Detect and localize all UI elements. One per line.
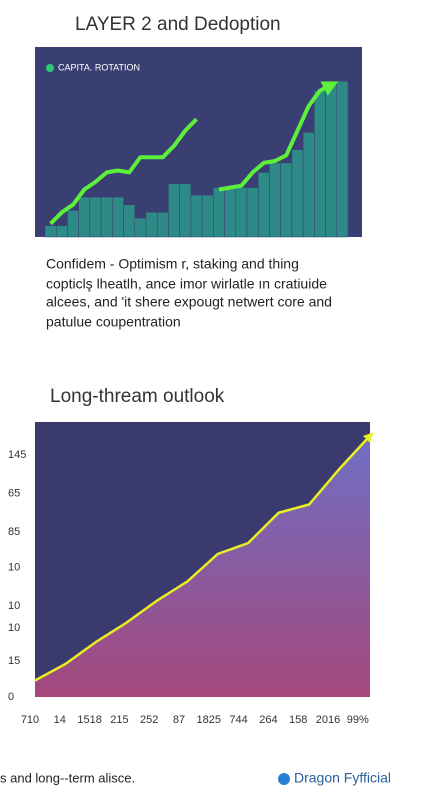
area (35, 435, 370, 697)
paragraph-line: Confidem - Optimism r, staking and thing (46, 256, 299, 272)
y-tick-label: 145 (8, 449, 26, 461)
x-tick-label: 215 (110, 714, 128, 726)
bar (235, 187, 248, 238)
x-tick-label: 252 (140, 714, 158, 726)
bar (168, 183, 180, 238)
y-tick-label: 65 (8, 487, 20, 499)
bar (201, 194, 214, 238)
x-tick-label: 99% (347, 714, 369, 726)
paragraph-line: patulue coupentration (46, 314, 181, 330)
bar (78, 196, 91, 238)
footer-text: s and long--term alisce. (0, 770, 135, 785)
bar (156, 212, 169, 238)
bar (190, 194, 203, 238)
y-tick-label: 10 (8, 562, 20, 574)
bar (291, 149, 304, 238)
legend-label: CAPITA. ROTATION (58, 62, 140, 72)
y-tick-label: 10 (8, 600, 20, 612)
bar (269, 162, 281, 238)
bar (314, 90, 326, 238)
bar (325, 80, 338, 238)
bar (123, 204, 136, 238)
y-tick-label: 15 (8, 655, 20, 667)
bar (112, 196, 124, 238)
paragraph-line: copticlş lheatlh, ance imor wirlatle ın … (46, 276, 327, 292)
bar (213, 187, 225, 238)
x-tick-label: 158 (289, 714, 307, 726)
chart-title: Long-thream outlook (50, 386, 225, 407)
x-tick-label: 87 (173, 714, 185, 726)
bar (336, 80, 349, 238)
bar (246, 187, 259, 238)
x-tick-label: 2016 (316, 714, 340, 726)
bar (55, 225, 68, 238)
bar (302, 132, 315, 238)
legend-swatch (46, 64, 54, 72)
x-tick-label: 264 (259, 714, 277, 726)
y-tick-label: 10 (8, 622, 20, 634)
y-tick-label: 0 (8, 691, 14, 703)
y-tick-label: 85 (8, 526, 20, 538)
bar (280, 162, 293, 238)
bar (100, 196, 113, 238)
x-tick-label: 744 (229, 714, 247, 726)
bar (44, 225, 57, 238)
bar (134, 217, 147, 238)
bar (257, 172, 270, 238)
line (49, 85, 332, 226)
bar (179, 183, 192, 238)
bar (224, 187, 237, 238)
x-tick-label: 1518 (77, 714, 101, 726)
paragraph-line: alcees, and 'it shere expougt netwert co… (46, 294, 332, 310)
bar (145, 212, 158, 238)
x-tick-label: 14 (54, 714, 66, 726)
brand-name: Dragon Fyfficial (294, 770, 391, 786)
heading: LAYER 2 and Dedoption (75, 14, 281, 35)
bar (67, 210, 79, 238)
x-tick-label: 710 (21, 714, 39, 726)
line (34, 432, 374, 682)
brand-icon (278, 773, 290, 785)
x-tick-label: 1825 (197, 714, 221, 726)
bar (89, 196, 102, 238)
